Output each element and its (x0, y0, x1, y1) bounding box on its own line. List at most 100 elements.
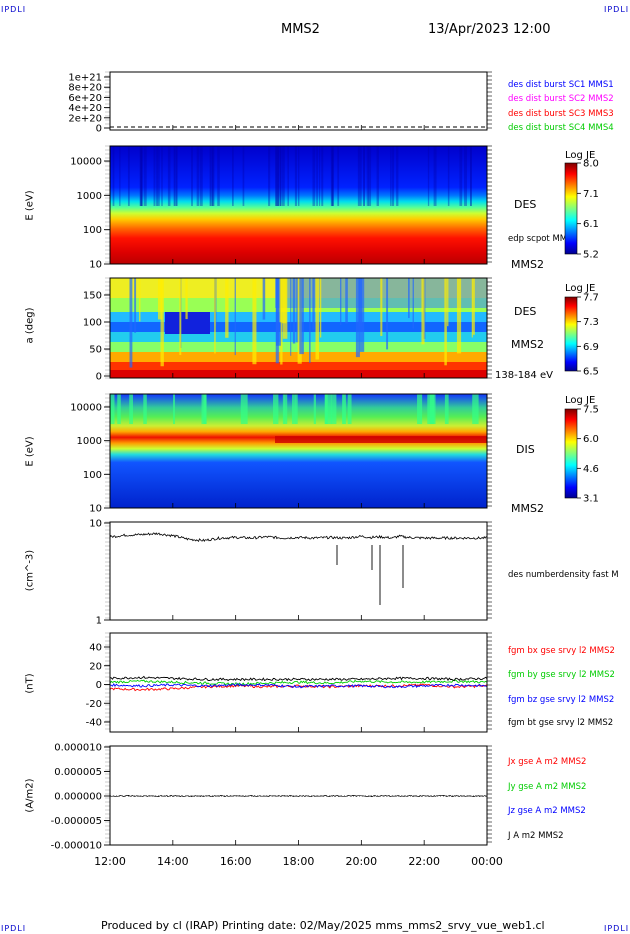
des-energy-streak (390, 146, 392, 206)
des-energy-streak (112, 146, 115, 206)
density-trace (109, 532, 488, 542)
pitch-streak (472, 278, 475, 335)
dis-energy-streak (240, 394, 248, 424)
y-tick-label: 100 (83, 225, 102, 236)
colorbar (564, 408, 578, 499)
des-energy-streak (140, 146, 143, 206)
colorbar-tick-label: 3.1 (583, 494, 599, 505)
pitch-streak (340, 278, 342, 326)
colorbar-tick-label: 6.0 (583, 434, 599, 445)
pitch-streak (179, 278, 182, 355)
y-tick-label: 6e+20 (68, 93, 102, 104)
pitch-streak (447, 278, 449, 327)
current-legend-j: J A m2 MMS2 (508, 831, 564, 841)
des-energy-streak (368, 146, 372, 206)
pitch-band (110, 362, 487, 370)
colorbar-tick-label: 4.6 (583, 464, 599, 475)
pitch-streak (299, 278, 304, 355)
dis-energy-streak (472, 394, 479, 424)
dis-energy-species: DIS (516, 443, 535, 456)
colorbar-tick-label: 7.5 (583, 405, 599, 416)
des-energy-streak (396, 146, 399, 206)
des-energy-streak (242, 146, 245, 206)
bfield-legend-bx: fgm bx gse srvy l2 MMS2 (508, 646, 615, 656)
pitch-streak (279, 278, 283, 323)
y-tick-label: 0 (96, 124, 102, 135)
x-tick-label: 00:00 (471, 855, 503, 868)
current-legend-jx: Jx gse A m2 MMS2 (508, 757, 587, 767)
des-energy-streak (358, 146, 362, 206)
x-tick-label: 14:00 (157, 855, 189, 868)
des-energy-streak (155, 146, 158, 206)
pitch-streak (386, 278, 389, 350)
x-tick-label: 18:00 (283, 855, 315, 868)
y-tick-label: 40 (89, 643, 102, 654)
des-energy-streak (363, 146, 365, 206)
pitch-streak (290, 278, 292, 356)
pitch-streak (312, 278, 315, 330)
burst-legend-mms1: des dist burst SC1 MMS1 (508, 80, 614, 90)
pitch-streak (309, 278, 311, 363)
des-energy-streak (470, 146, 472, 206)
y-tick-label: 1000 (77, 191, 102, 202)
des-energy-streak (319, 146, 321, 206)
colorbar-tick-label: 6.9 (583, 342, 599, 353)
des-energy-streak (279, 146, 282, 206)
des-pitch-species: DES (514, 305, 537, 318)
des-energy-streak (174, 146, 178, 206)
pitch-streak (139, 278, 141, 322)
y-tick-label: 10 (89, 504, 102, 515)
des-energy-streak (210, 146, 214, 206)
y-tick-label: 4e+20 (68, 103, 102, 114)
des-energy-sc: MMS2 (511, 258, 544, 271)
density-frame (109, 521, 488, 621)
x-tick-label: 22:00 (408, 855, 440, 868)
dis-energy-streak (343, 394, 347, 424)
pitch-streak (134, 278, 137, 333)
dis-energy-streak (347, 394, 352, 424)
des-energy-streak (282, 146, 285, 206)
corner-logo-top-left: IPDLI (1, 5, 27, 14)
pitch-streak (456, 278, 462, 354)
dis-energy-streak (342, 394, 345, 424)
colorbar-tick-label: 8.0 (583, 159, 599, 170)
pitch-streak (315, 278, 320, 360)
y-tick-label: 0.000005 (54, 767, 102, 778)
y-tick-label: -0.000010 (51, 841, 102, 852)
dis-energy-streak (295, 394, 298, 424)
y-tick-label: 0.000000 (54, 792, 102, 803)
bfield-legend-bz: fgm bz gse srvy l2 MMS2 (508, 695, 615, 705)
dis-energy-streak (324, 394, 332, 424)
des-energy-streak (167, 146, 171, 206)
des-energy-streak (464, 146, 467, 206)
dis-energy-sc: MMS2 (511, 502, 544, 515)
dis-energy-streak (292, 394, 296, 424)
des-energy-streak (161, 146, 163, 206)
des-energy-streak (316, 146, 318, 206)
des-energy-species: DES (514, 198, 537, 211)
des-energy-streak (427, 146, 430, 206)
density-legend: des numberdensity fast M (508, 570, 619, 580)
dis-energy-streak (282, 394, 285, 424)
des-energy-streak (275, 146, 278, 206)
pitch-streak (358, 278, 363, 327)
y-tick-label: 100 (83, 318, 102, 329)
x-tick-label: 20:00 (345, 855, 377, 868)
des-energy-streak (357, 146, 360, 206)
burst-legend-mms2: des dist burst SC2 MMS2 (508, 94, 614, 104)
colorbar-tick-label: 7.1 (583, 189, 599, 200)
bfield-legend-by: fgm by gse srvy l2 MMS2 (508, 670, 615, 680)
des-energy-streak (470, 146, 472, 206)
x-tick-label: 12:00 (94, 855, 126, 868)
dis-energy-streak (331, 394, 337, 424)
y-tick-label: 0 (96, 680, 102, 691)
des-energy-streak (211, 146, 215, 206)
des-energy-streak (217, 146, 220, 206)
y-tick-label: 1e+21 (68, 73, 102, 84)
y-tick-label: 0.000010 (54, 743, 102, 754)
pitch-streak (157, 278, 163, 320)
des-energy-streak (331, 146, 334, 206)
pitch-streak (421, 278, 425, 345)
des-energy-streak (376, 146, 379, 206)
pitch-streak (345, 278, 348, 324)
